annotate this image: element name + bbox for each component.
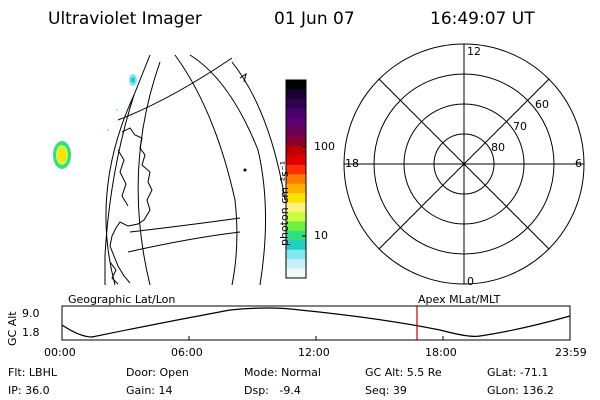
timeline-x-tick-0600: 06:00 — [171, 346, 203, 359]
latitude-arc — [129, 217, 241, 233]
color-bar-segment — [286, 174, 306, 185]
colorbar-unit-label: photon cm⁻²s⁻¹ — [278, 160, 291, 246]
color-bar-segment — [286, 117, 306, 128]
color-bar-segment — [286, 146, 306, 156]
timeline-y-axis-label: GC Alt — [6, 311, 19, 346]
map-boundary — [104, 54, 151, 285]
timeline-x-tick-2359: 23:59 — [555, 346, 587, 359]
polar-lat-label-80: 80 — [491, 141, 505, 154]
info-door: Door: Open — [126, 366, 189, 379]
meridian-arc — [231, 61, 286, 201]
timeline-left-label: Geographic Lat/Lon — [68, 293, 176, 306]
polar-hour-label-0: 0 — [467, 275, 474, 288]
meridian-arc — [189, 54, 266, 286]
date-label: 01 Jun 07 — [274, 9, 355, 29]
color-bar-frame — [285, 79, 307, 279]
info-glon: GLon: 136.2 — [487, 384, 554, 397]
info-dsp: Dsp: -9.4 — [244, 384, 301, 397]
color-bar-segment — [286, 212, 306, 222]
polar-mlat-mlt-plot — [343, 43, 585, 285]
color-bar-segment — [286, 193, 306, 204]
info-filter: Flt: LBHL — [8, 366, 57, 379]
coastline — [117, 149, 129, 207]
aurora-emissions — [53, 74, 247, 172]
meridian-arc — [137, 61, 161, 286]
color-bar-segment — [286, 221, 306, 232]
coastline — [109, 127, 153, 284]
latitude-arc — [127, 231, 241, 253]
color-bar-segment — [286, 80, 306, 90]
color-bar-segment — [286, 268, 306, 279]
info-gain: Gain: 14 — [126, 384, 173, 397]
timeline-x-tick-0000: 00:00 — [44, 346, 76, 359]
coastline — [239, 72, 247, 83]
polar-lat-label-70: 70 — [513, 120, 527, 133]
color-bar-segment — [286, 183, 306, 194]
colorbar-tick-10: 10 — [314, 229, 328, 242]
info-seq: Seq: 39 — [365, 384, 407, 397]
polar-hour-label-18: 18 — [345, 157, 359, 170]
color-bar-segment — [286, 230, 306, 241]
colorbar-tick-100: 100 — [314, 140, 335, 153]
color-bar-segment — [286, 240, 306, 251]
timeline-x-tick-1800: 18:00 — [425, 346, 457, 359]
color-bar-segment — [286, 155, 306, 166]
meridian-arc — [105, 94, 135, 286]
color-bar-segment — [286, 127, 306, 138]
timeline-x-ticks — [61, 336, 571, 340]
timeline-y-tick-1-8: 1.8 — [22, 326, 40, 339]
color-bar-segment — [286, 259, 306, 270]
color-scale-bar — [286, 80, 306, 279]
color-bar-segment — [286, 164, 306, 175]
timeline-y-tick-9: 9.0 — [22, 307, 40, 320]
polar-hour-label-12: 12 — [467, 45, 481, 58]
color-bar-segment — [286, 249, 306, 260]
polar-hour-label-6: 6 — [575, 157, 582, 170]
polar-lat-label-60: 60 — [535, 98, 549, 111]
timeline-panel — [61, 305, 571, 341]
latitude-arc — [117, 57, 233, 121]
gc-altitude-curve — [61, 307, 571, 338]
meridian-arc — [174, 54, 238, 286]
instrument-title: Ultraviolet Imager — [48, 9, 202, 29]
info-glat: GLat: -71.1 — [487, 366, 549, 379]
color-bar-segment — [286, 202, 306, 213]
polar-diagonal — [378, 78, 550, 250]
timeline-right-label: Apex MLat/MLT — [418, 293, 501, 306]
geographic-map-panel — [104, 54, 286, 286]
color-bar-segment — [286, 98, 306, 109]
coastline — [109, 261, 119, 285]
info-gc-alt: GC Alt: 5.5 Re — [365, 366, 442, 379]
info-ip: IP: 36.0 — [8, 384, 50, 397]
time-label: 16:49:07 UT — [430, 9, 535, 29]
color-bar-segment — [286, 89, 306, 100]
info-mode: Mode: Normal — [244, 366, 321, 379]
timeline-x-tick-1200: 12:00 — [298, 346, 330, 359]
color-bar-segment — [286, 136, 306, 147]
color-bar-segment — [286, 108, 306, 119]
